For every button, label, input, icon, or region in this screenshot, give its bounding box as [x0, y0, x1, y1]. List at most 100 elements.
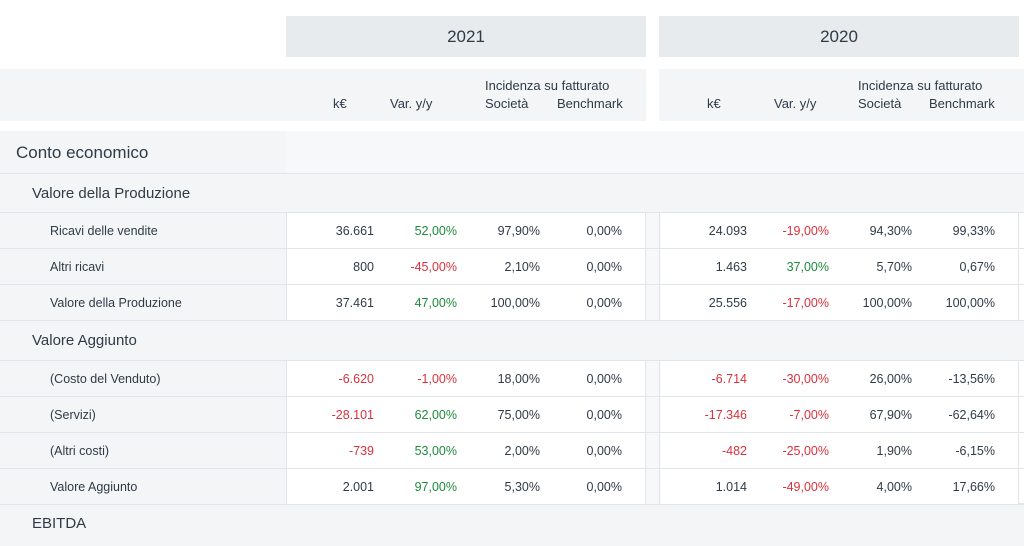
- table-row: Valore Aggiunto 2.001 97,00% 5,30% 0,00% 1.01…: [0, 469, 1024, 505]
- cell-var-2021: 47,00%: [414, 296, 457, 310]
- row-label: Valore della Produzione: [50, 296, 182, 310]
- cell-benchmark-2021: 0,00%: [586, 296, 622, 310]
- section-conto-economico: Conto economico: [0, 131, 1024, 173]
- cell-company-2020: 1,90%: [876, 444, 912, 458]
- cell-ke-2021: -739: [348, 444, 374, 458]
- cell-benchmark-2020: 0,67%: [959, 260, 995, 274]
- row-divider: [0, 468, 1024, 469]
- cell-ke-2021: 800: [353, 260, 374, 274]
- cell-ke-2020: 24.093: [708, 224, 747, 238]
- cell-var-2020: -30,00%: [782, 372, 829, 386]
- col-ke-2021: k€: [333, 96, 347, 111]
- cell-var-2021: -45,00%: [410, 260, 457, 274]
- column-divider: [645, 213, 646, 320]
- cell-company-2020: 67,90%: [869, 408, 912, 422]
- table-row: Ricavi delle vendite 36.661 52,00% 97,90% 0,…: [0, 213, 1024, 249]
- cell-benchmark-2020: -6,15%: [955, 444, 995, 458]
- section-title-valore-aggiunto: Valore Aggiunto: [32, 332, 137, 349]
- row-divider: [0, 396, 1024, 397]
- row-label: Ricavi delle vendite: [50, 224, 158, 238]
- table-row: Valore della Produzione 37.461 47,00% 100,0…: [0, 285, 1024, 321]
- col-company-2020: Società: [858, 96, 902, 111]
- cell-company-2021: 2,00%: [504, 444, 540, 458]
- section-ebitda: EBITDA: [0, 503, 1024, 546]
- divider: [0, 360, 1024, 361]
- cell-var-2020: -17,00%: [782, 296, 829, 310]
- cell-var-2020: 37,00%: [786, 260, 829, 274]
- cell-var-2021: 97,00%: [414, 480, 457, 494]
- column-divider: [659, 213, 660, 320]
- cell-ke-2020: -6.714: [711, 372, 747, 386]
- cell-ke-2020: 25.556: [708, 296, 747, 310]
- cell-var-2020: -7,00%: [789, 408, 829, 422]
- table-row: (Altri costi) -739 53,00% 2,00% 0,00% -482 -25…: [0, 433, 1024, 469]
- cell-benchmark-2020: -62,64%: [948, 408, 995, 422]
- cell-benchmark-2020: 100,00%: [945, 296, 995, 310]
- section-valore-aggiunto: Valore Aggiunto: [0, 320, 1024, 360]
- cell-var-2021: -1,00%: [417, 372, 457, 386]
- header-left-blank: [0, 69, 286, 121]
- row-label: Altri ricavi: [50, 260, 105, 274]
- col-var-2021: Var. y/y: [390, 96, 433, 111]
- cell-benchmark-2021: 0,00%: [586, 224, 622, 238]
- cell-ke-2021: -28.101: [331, 408, 374, 422]
- col-incidence-2021: Incidenza su fatturato: [485, 78, 610, 93]
- cell-ke-2020: 1.014: [715, 480, 747, 494]
- cell-company-2020: 26,00%: [869, 372, 912, 386]
- cell-company-2020: 4,00%: [876, 480, 912, 494]
- cell-benchmark-2021: 0,00%: [586, 372, 622, 386]
- table-row: Altri ricavi 800 -45,00% 2,10% 0,00% 1.463 37,…: [0, 249, 1024, 285]
- cell-company-2021: 5,30%: [504, 480, 540, 494]
- col-company-2021: Società: [485, 96, 529, 111]
- cell-company-2021: 2,10%: [504, 260, 540, 274]
- section-valore-produzione: Valore della Produzione: [0, 173, 1024, 213]
- cell-company-2020: 94,30%: [869, 224, 912, 238]
- row-divider: [0, 320, 1024, 321]
- cell-ke-2021: 36.661: [335, 224, 374, 238]
- section-title-ebitda: EBITDA: [32, 515, 87, 532]
- year-header-2021: 2021: [286, 16, 646, 57]
- column-divider: [286, 361, 287, 504]
- year-header-2020: 2020: [659, 16, 1019, 57]
- column-divider: [1018, 361, 1019, 504]
- col-benchmark-2020: Benchmark: [929, 96, 995, 111]
- cell-benchmark-2021: 0,00%: [586, 480, 622, 494]
- cell-benchmark-2021: 0,00%: [586, 260, 622, 274]
- cell-company-2021: 75,00%: [497, 408, 540, 422]
- table-row: (Costo del Venduto) -6.620 -1,00% 18,00% 0,0…: [0, 361, 1024, 397]
- cell-company-2020: 100,00%: [862, 296, 912, 310]
- row-divider: [0, 504, 1024, 505]
- cell-var-2021: 62,00%: [414, 408, 457, 422]
- row-label: (Servizi): [50, 408, 96, 422]
- col-incidence-2020: Incidenza su fatturato: [858, 78, 983, 93]
- col-ke-2020: k€: [707, 96, 721, 111]
- cell-company-2021: 100,00%: [490, 296, 540, 310]
- divider: [0, 173, 1024, 174]
- table-row: (Servizi) -28.101 62,00% 75,00% 0,00% -17.346…: [0, 397, 1024, 433]
- column-divider: [645, 361, 646, 504]
- row-divider: [0, 284, 1024, 285]
- column-header-2020: [659, 69, 1024, 121]
- column-divider: [286, 213, 287, 320]
- cell-benchmark-2020: 17,66%: [952, 480, 995, 494]
- cell-ke-2020: -17.346: [704, 408, 747, 422]
- cell-company-2021: 97,90%: [497, 224, 540, 238]
- cell-var-2020: -19,00%: [782, 224, 829, 238]
- cell-company-2021: 18,00%: [497, 372, 540, 386]
- cell-var-2021: 52,00%: [414, 224, 457, 238]
- divider: [0, 212, 1024, 213]
- cell-benchmark-2021: 0,00%: [586, 408, 622, 422]
- cell-ke-2021: -6.620: [338, 372, 374, 386]
- cell-ke-2021: 2.001: [342, 480, 374, 494]
- section-title-valore-produzione: Valore della Produzione: [32, 185, 191, 202]
- cell-benchmark-2020: 99,33%: [952, 224, 995, 238]
- cell-var-2020: -25,00%: [782, 444, 829, 458]
- col-benchmark-2021: Benchmark: [557, 96, 623, 111]
- row-label: (Altri costi): [50, 444, 110, 458]
- row-label: Valore Aggiunto: [50, 480, 138, 494]
- row-label: (Costo del Venduto): [50, 372, 161, 386]
- cell-var-2021: 53,00%: [414, 444, 457, 458]
- section-title-conto-economico: Conto economico: [16, 143, 149, 162]
- column-header-2021: [286, 69, 646, 121]
- cell-benchmark-2020: -13,56%: [948, 372, 995, 386]
